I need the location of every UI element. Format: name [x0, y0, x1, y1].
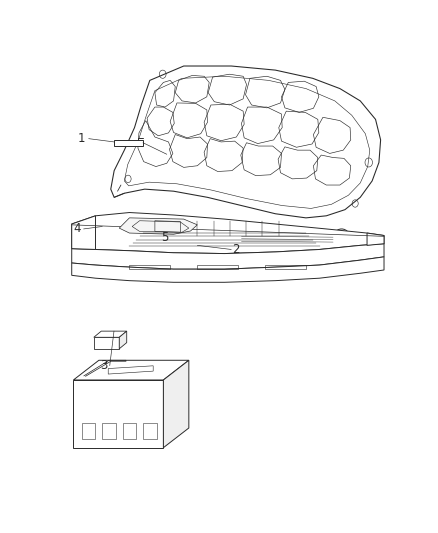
Polygon shape — [163, 360, 189, 448]
Polygon shape — [119, 331, 127, 349]
Text: 5: 5 — [161, 231, 169, 244]
Polygon shape — [111, 66, 381, 218]
Polygon shape — [367, 233, 384, 245]
Polygon shape — [114, 140, 143, 146]
Polygon shape — [72, 244, 384, 269]
Text: 1: 1 — [78, 132, 86, 145]
Polygon shape — [74, 380, 163, 448]
Text: 3: 3 — [100, 359, 108, 372]
Polygon shape — [119, 218, 197, 235]
Polygon shape — [74, 360, 189, 380]
Text: 4: 4 — [73, 222, 81, 236]
Polygon shape — [72, 213, 384, 254]
Polygon shape — [72, 257, 384, 282]
Polygon shape — [94, 337, 119, 349]
Polygon shape — [72, 216, 95, 249]
Polygon shape — [94, 331, 127, 337]
Text: 2: 2 — [233, 243, 240, 256]
